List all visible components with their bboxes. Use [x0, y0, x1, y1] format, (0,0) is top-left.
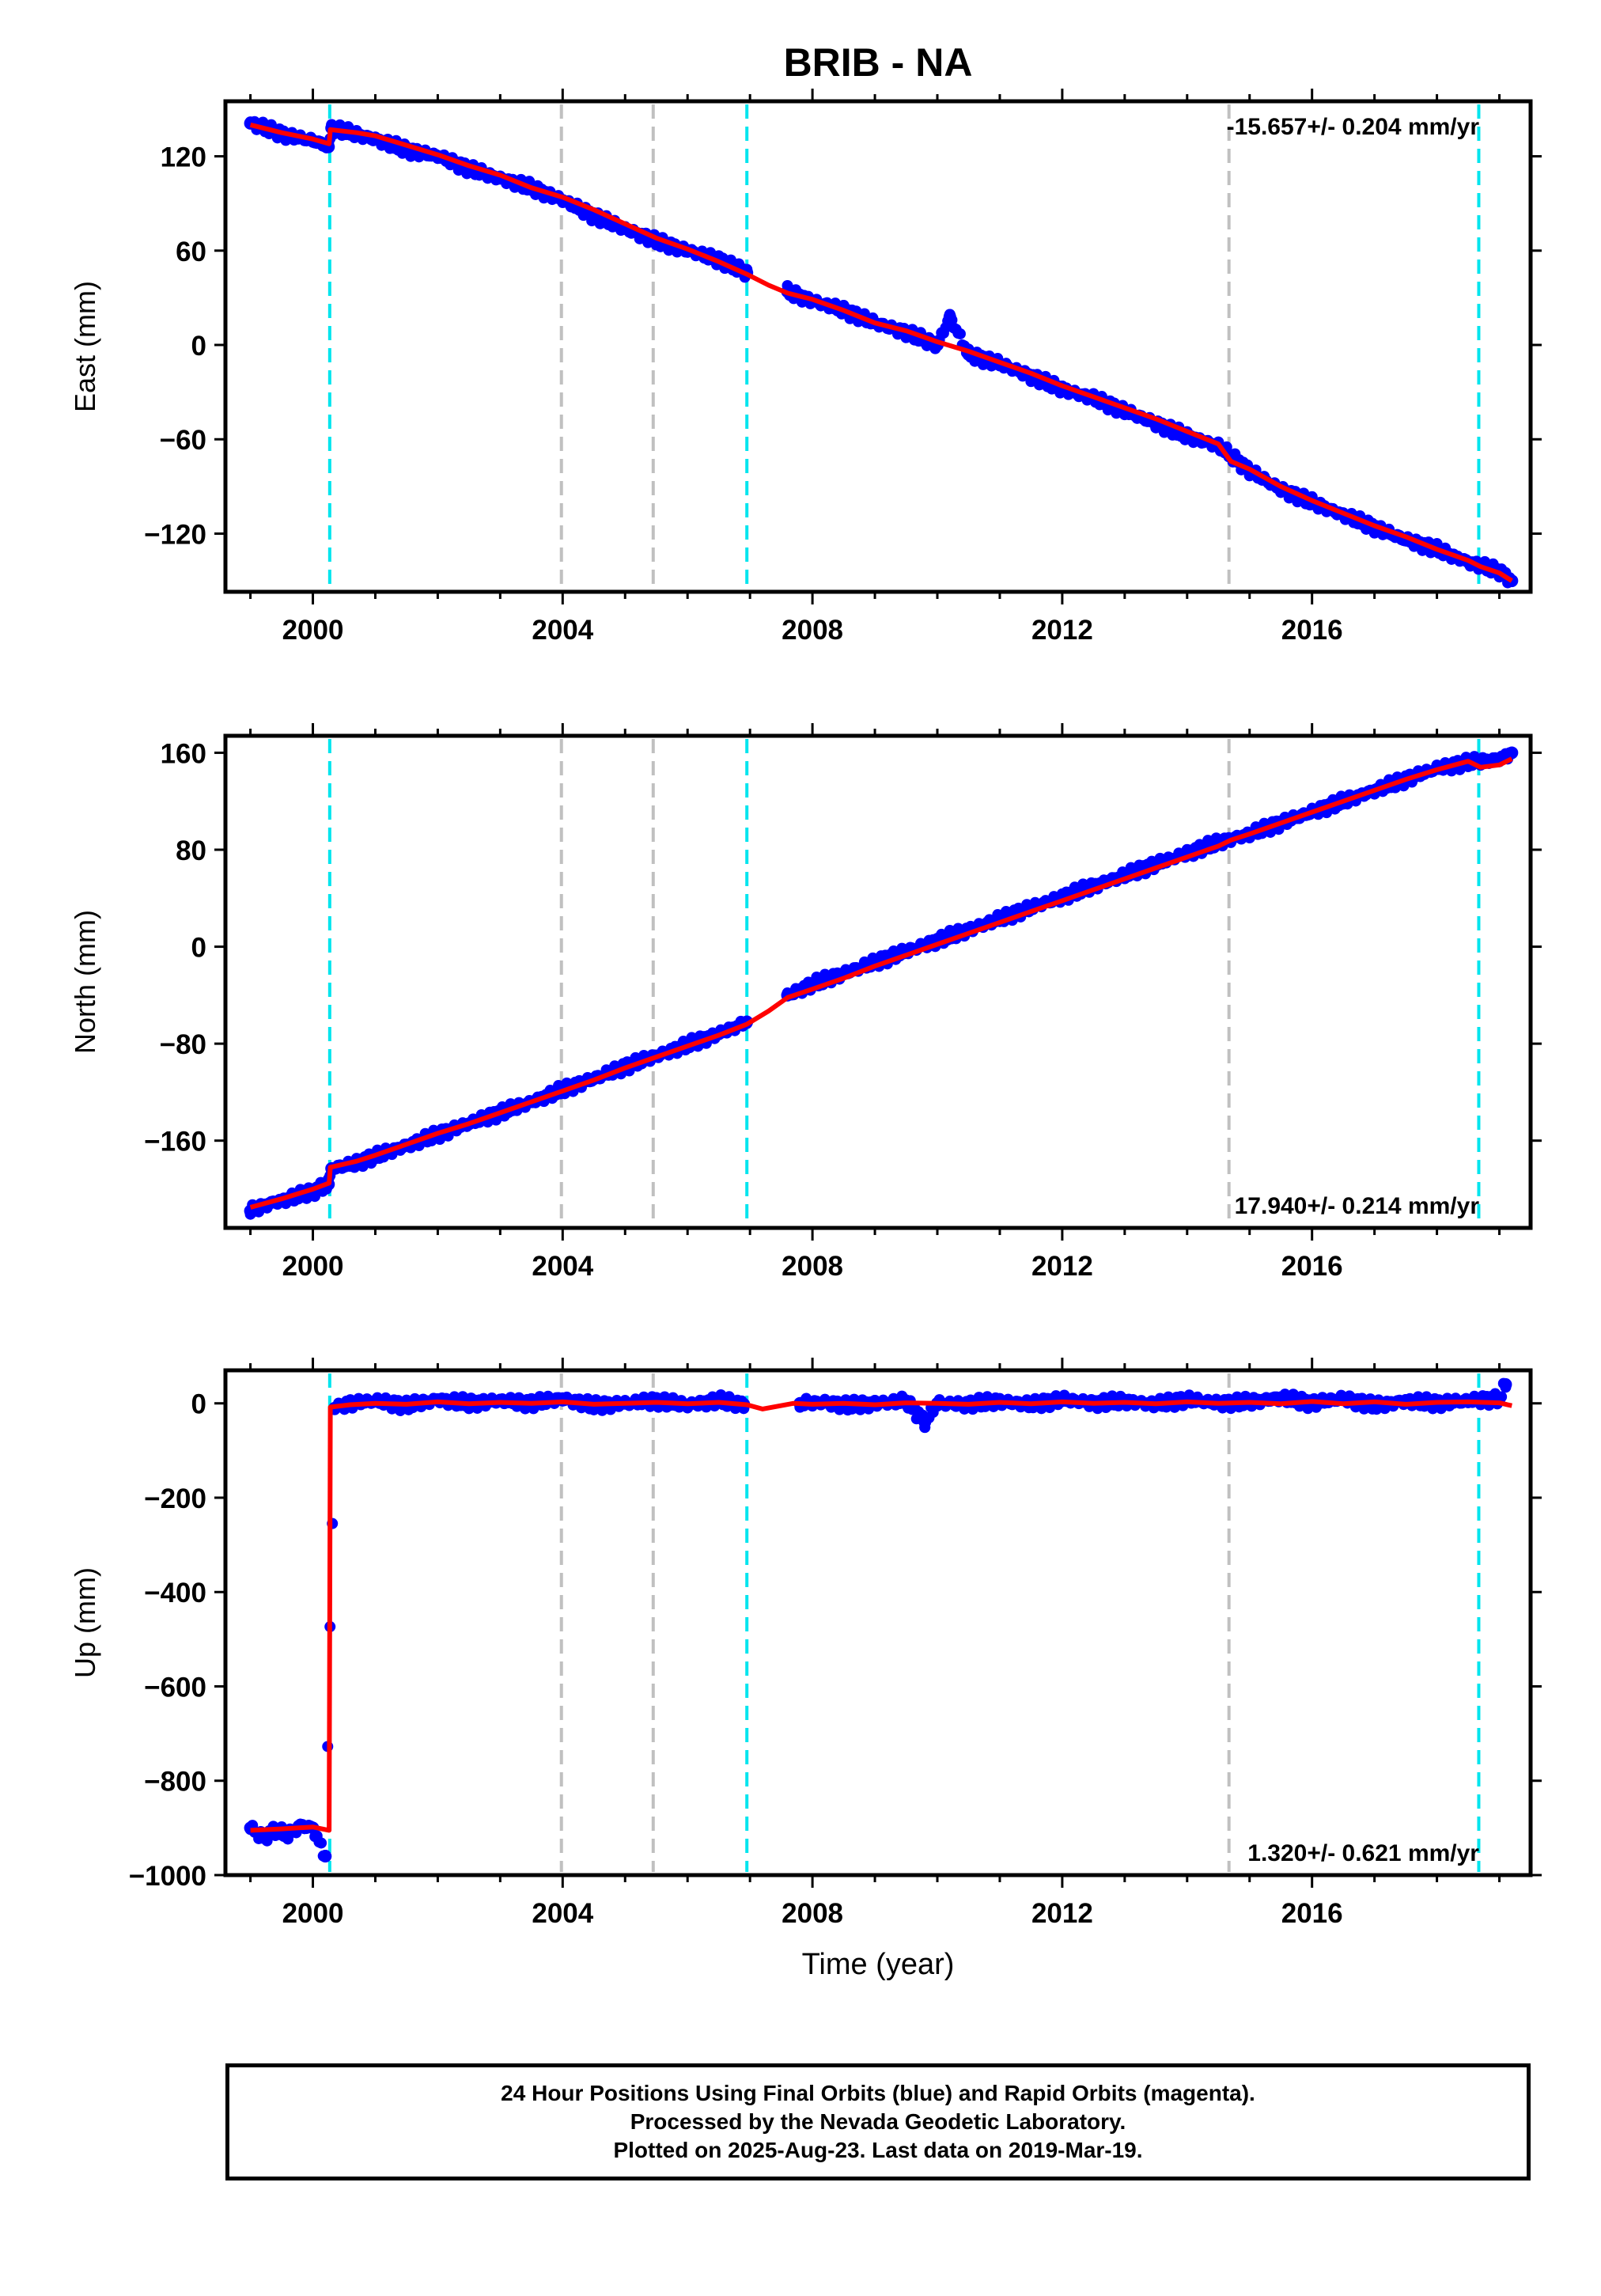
north-x-tick-label: 2004 [532, 1251, 593, 1282]
east-x-tick-label: 2016 [1281, 615, 1343, 646]
up-y-tick-label: −800 [144, 1767, 206, 1798]
north-data-layer [244, 746, 1519, 1220]
up-y-axis-label: Up (mm) [69, 1567, 101, 1678]
up-data-point [1499, 1377, 1512, 1391]
north-data-point [1505, 746, 1519, 760]
north-model-line [249, 756, 1513, 1210]
up-data-point [1274, 1391, 1288, 1404]
up-y-tick-label: −600 [144, 1672, 206, 1703]
x-axis-label: Time (year) [802, 1948, 955, 1981]
north-x-tick-label: 2000 [282, 1251, 344, 1282]
up-data-point [256, 1831, 270, 1844]
east-data-layer [244, 116, 1519, 589]
up-x-tick-label: 2008 [782, 1898, 843, 1929]
east-data-point [943, 310, 956, 324]
footer-line-3: Plotted on 2025-Aug-23. Last data on 201… [613, 2138, 1143, 2162]
east-x-tick-label: 2012 [1031, 615, 1093, 646]
footer-line-1: 24 Hour Positions Using Final Orbits (bl… [501, 2081, 1255, 2105]
north-x-tick-label: 2012 [1031, 1251, 1093, 1282]
north-rate-text: 17.940+/- 0.214 mm/yr [1235, 1193, 1480, 1219]
up-model-line [250, 1399, 1512, 1833]
east-rate-text: -15.657+/- 0.204 mm/yr [1227, 114, 1480, 140]
east-x-tick-label: 2008 [782, 615, 843, 646]
north-y-tick-label: 80 [176, 835, 206, 866]
footer-line-2: Processed by the Nevada Geodetic Laborat… [630, 2109, 1126, 2134]
east-y-axis-label: East (mm) [69, 281, 101, 412]
north-x-tick-label: 2008 [782, 1251, 843, 1282]
north-y-tick-label: 0 [191, 933, 206, 964]
up-plot-frame [223, 1368, 1533, 1877]
up-data-point [319, 1850, 332, 1863]
up-data-point [316, 1837, 327, 1849]
up-x-tick-label: 2012 [1031, 1898, 1093, 1929]
up-data-layer [244, 1377, 1512, 1863]
east-y-tick-label: −60 [160, 425, 206, 456]
north-y-tick-label: −160 [144, 1127, 206, 1157]
up-x-tick-label: 2016 [1281, 1898, 1343, 1929]
north-y-tick-label: 160 [161, 738, 206, 769]
east-data-point [954, 328, 966, 339]
north-panel: −160 −80 0 80 160 2000 2004 2008 2012 2016 North (… [69, 723, 1542, 1282]
up-x-tick-label: 2000 [282, 1898, 344, 1929]
east-y-tick-label: 120 [161, 142, 206, 173]
east-model-line [249, 122, 1513, 583]
up-y-tick-label: −400 [144, 1578, 206, 1608]
up-data-point [281, 1828, 294, 1842]
up-rate-text: 1.320+/- 0.621 mm/yr [1247, 1840, 1479, 1866]
east-y-tick-label: 60 [176, 237, 206, 267]
up-y-tick-label: 0 [191, 1389, 206, 1420]
up-panel: −1000 −800 −600 −400 −200 0 2000 2004 2008 2012 20… [69, 1358, 1542, 1929]
up-y-tick-label: −200 [144, 1483, 206, 1514]
north-y-tick-label: −80 [160, 1029, 206, 1060]
east-x-tick-label: 2000 [282, 615, 344, 646]
north-plot-frame [223, 733, 1533, 1230]
east-panel: −120 −60 0 60 120 2000 2004 2008 2012 2016 East (m… [69, 89, 1542, 646]
footer-info-box: 24 Hour Positions Using Final Orbits (bl… [225, 2063, 1531, 2180]
chart-title: BRIB - NA [784, 40, 973, 85]
east-x-tick-label: 2004 [532, 615, 593, 646]
up-data-point [918, 1415, 932, 1429]
north-y-axis-label: North (mm) [69, 910, 101, 1054]
east-y-tick-label: 0 [191, 331, 206, 362]
north-x-tick-label: 2016 [1281, 1251, 1343, 1282]
east-plot-frame [223, 99, 1533, 594]
east-y-tick-label: −120 [144, 519, 206, 550]
up-y-tick-label: −1000 [129, 1861, 206, 1892]
up-x-tick-label: 2004 [532, 1898, 593, 1929]
